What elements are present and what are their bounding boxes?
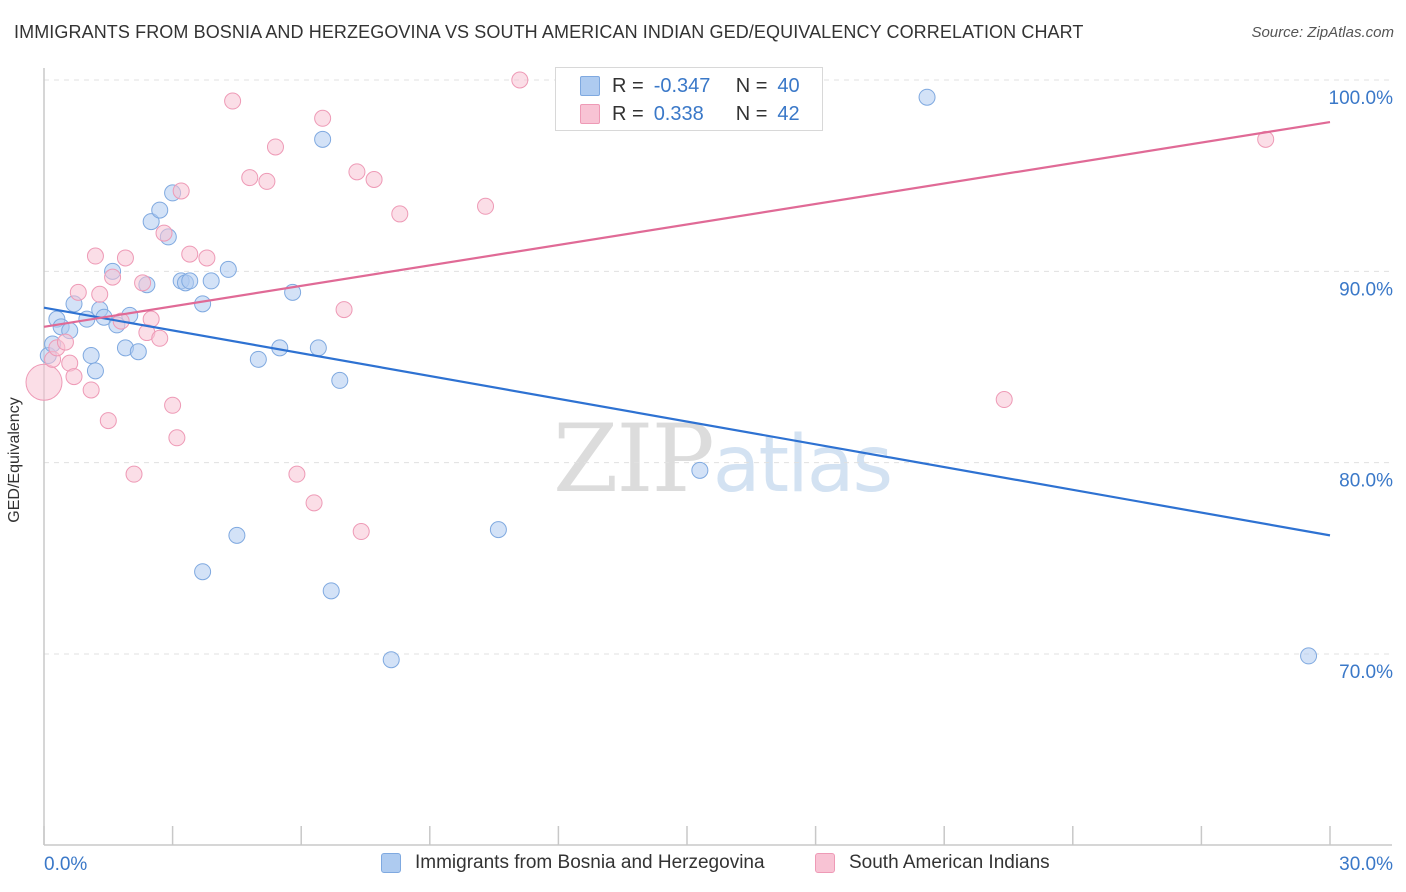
pink-data-point: [104, 268, 122, 286]
legend-r-label: R =: [612, 74, 644, 97]
blue-data-point: [151, 201, 169, 219]
blue-data-point: [489, 521, 507, 539]
y-tick-label: 100.0%: [1329, 88, 1394, 109]
pink-data-point: [266, 138, 284, 156]
legend-n-value-blue: 40: [777, 74, 800, 97]
pink-data-point: [365, 170, 383, 188]
blue-data-point: [228, 526, 246, 544]
pink-data-point: [258, 172, 276, 190]
y-axis-label: GED/Equivalency: [6, 397, 23, 523]
blue-data-point: [202, 272, 220, 290]
blue-data-point: [331, 371, 349, 389]
legend-swatch-pink: [580, 104, 600, 124]
watermark-zip: ZIP: [553, 405, 715, 514]
y-tick-label: 90.0%: [1339, 279, 1393, 300]
pink-data-point: [314, 109, 332, 127]
bottom-legend-blue: Immigrants from Bosnia and Herzegovina: [381, 852, 765, 874]
blue-data-point: [309, 339, 327, 357]
blue-data-point: [314, 130, 332, 148]
legend-row-pink: R = 0.338 N = 42: [580, 101, 800, 127]
legend-r-value-pink: 0.338: [653, 102, 704, 125]
pink-data-point: [241, 169, 259, 187]
pink-data-point: [82, 381, 100, 399]
correlation-legend: R = -0.347 N = 40 R = 0.338 N = 42: [555, 67, 823, 131]
y-tick-label: 70.0%: [1339, 662, 1393, 683]
pink-data-point: [305, 494, 323, 512]
pink-data-point: [86, 247, 104, 265]
pink-data-point: [995, 391, 1013, 409]
blue-data-point: [129, 343, 147, 361]
blue-data-point: [691, 461, 709, 479]
bottom-legend-label-pink: South American Indians: [849, 852, 1050, 873]
pink-data-point: [511, 71, 529, 89]
pink-data-point: [224, 92, 242, 110]
y-tick-label: 80.0%: [1339, 471, 1393, 492]
bottom-legend-pink: South American Indians: [815, 852, 1050, 874]
pink-data-point: [155, 224, 173, 242]
x-tick-label-left: 0.0%: [44, 854, 87, 875]
pink-data-point: [335, 301, 353, 319]
blue-data-point: [142, 213, 160, 231]
legend-r-value-blue: -0.347: [653, 74, 711, 97]
blue-data-point: [322, 582, 340, 600]
source-credit: Source: ZipAtlas.com: [1251, 24, 1394, 41]
blue-data-point: [181, 272, 199, 290]
legend-n-label: N =: [735, 74, 768, 97]
pink-data-point: [151, 329, 169, 347]
legend-row-blue: R = -0.347 N = 40: [580, 73, 800, 99]
pink-data-point: [25, 363, 63, 401]
legend-swatch-blue: [580, 76, 600, 96]
blue-data-point: [219, 260, 237, 278]
legend-n-label: N =: [735, 102, 768, 125]
chart-title: IMMIGRANTS FROM BOSNIA AND HERZEGOVINA V…: [14, 22, 1084, 42]
pink-data-point: [116, 249, 134, 267]
pink-data-point: [134, 274, 152, 292]
bottom-legend-swatch-pink: [815, 853, 835, 873]
blue-data-point: [918, 88, 936, 106]
pink-data-point: [168, 429, 186, 447]
pink-data-point: [164, 396, 182, 414]
pink-data-point: [91, 285, 109, 303]
pink-data-point: [56, 333, 74, 351]
pink-data-point: [69, 283, 87, 301]
pink-data-point: [125, 465, 143, 483]
pink-data-point: [477, 197, 495, 215]
blue-data-point: [249, 350, 267, 368]
bottom-legend-swatch-blue: [381, 853, 401, 873]
watermark: ZIPatlas: [553, 405, 893, 514]
blue-data-point: [86, 362, 104, 380]
blue-data-point: [1300, 647, 1318, 665]
x-tick-label-right: 30.0%: [1339, 854, 1393, 875]
blue-trend-line: [43, 306, 1331, 537]
legend-n-value-pink: 42: [777, 102, 800, 125]
pink-data-point: [288, 465, 306, 483]
pink-trend-line: [43, 121, 1331, 328]
pink-data-point: [352, 523, 370, 541]
pink-data-point: [99, 412, 117, 430]
pink-data-point: [198, 249, 216, 267]
blue-data-point: [82, 347, 100, 365]
blue-data-point: [194, 295, 212, 313]
pink-data-point: [181, 245, 199, 263]
pink-data-point: [391, 205, 409, 223]
pink-data-point: [348, 163, 366, 181]
pink-data-point: [172, 182, 190, 200]
bottom-legend-label-blue: Immigrants from Bosnia and Herzegovina: [415, 852, 765, 873]
watermark-atlas: atlas: [712, 420, 893, 510]
blue-data-point: [382, 651, 400, 669]
blue-data-point: [194, 563, 212, 581]
legend-r-label: R =: [612, 102, 644, 125]
pink-data-point: [65, 368, 83, 386]
